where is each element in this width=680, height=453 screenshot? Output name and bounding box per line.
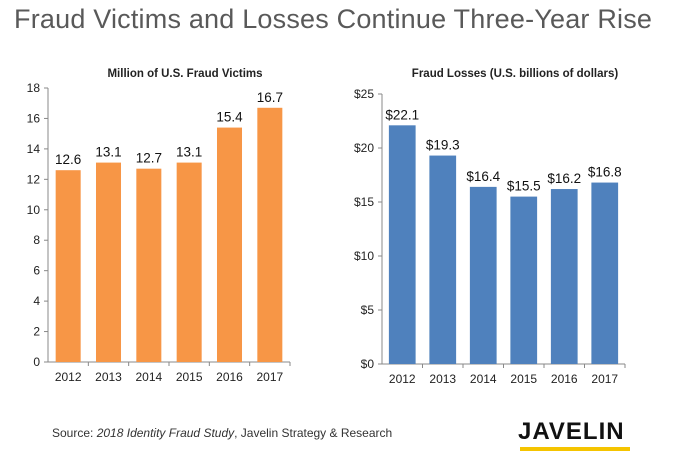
logo-underline: [520, 447, 630, 451]
y-tick-label: 0: [33, 355, 40, 369]
bar-2015: [176, 162, 202, 362]
data-label: 13.1: [95, 145, 121, 160]
y-tick-label: 14: [27, 142, 41, 156]
bar-2014: [469, 186, 497, 364]
x-tick-label: 2014: [470, 372, 497, 386]
y-tick-label: 16: [27, 111, 41, 125]
bar-2017: [257, 107, 283, 363]
bar-2016: [550, 189, 578, 364]
data-label: 15.4: [216, 110, 243, 125]
x-tick-label: 2017: [591, 372, 618, 386]
bar-2017: [591, 182, 619, 364]
y-tick-label: 4: [33, 294, 40, 308]
data-label: 12.7: [136, 151, 162, 166]
x-tick-label: 2012: [389, 372, 416, 386]
x-tick-label: 2017: [256, 370, 283, 384]
source-prefix: Source:: [52, 426, 97, 440]
data-label: $16.4: [466, 169, 500, 184]
data-label: $16.2: [547, 171, 581, 186]
source-suffix: , Javelin Strategy & Research: [234, 426, 393, 440]
y-tick-label: $10: [354, 249, 374, 263]
y-tick-label: $25: [354, 87, 374, 101]
x-tick-label: 2015: [176, 370, 203, 384]
source-note: Source: 2018 Identity Fraud Study, Javel…: [52, 426, 392, 440]
y-tick-label: 6: [33, 264, 40, 278]
data-label: $15.5: [507, 179, 541, 194]
y-tick-label: 10: [27, 203, 41, 217]
y-tick-label: $20: [354, 141, 374, 155]
chart-fraud-victims: Million of U.S. Fraud Victims 0 2 4 6 8 10 12 14…: [27, 68, 291, 384]
x-tick-label: 2016: [216, 370, 243, 384]
x-tick-label: 2012: [55, 370, 82, 384]
bar-2012: [55, 170, 81, 362]
bar-2016: [216, 127, 243, 362]
source-study-title: 2018 Identity Fraud Study: [96, 426, 235, 440]
data-label: 12.6: [55, 152, 81, 167]
y-tick-label: 8: [33, 233, 40, 247]
bar-2012: [388, 125, 416, 364]
chart-fraud-losses: Fraud Losses (U.S. billions of dollars) $…: [354, 68, 626, 386]
y-tick-label: 12: [27, 172, 41, 186]
bar-2013: [95, 162, 122, 362]
data-label: $19.3: [426, 138, 460, 153]
data-label: 16.7: [257, 90, 283, 105]
x-tick-label: 2016: [551, 372, 578, 386]
y-tick-label: $5: [361, 303, 375, 317]
y-tick-label: 2: [33, 325, 40, 339]
data-label: $22.1: [385, 107, 419, 122]
chart-title: Fraud Losses (U.S. billions of dollars): [412, 68, 619, 80]
data-label: 13.1: [176, 145, 202, 160]
chart-title: Million of U.S. Fraud Victims: [107, 68, 262, 80]
javelin-logo: JAVELIN: [518, 418, 625, 445]
y-tick-label: 18: [27, 81, 41, 95]
page-title: Fraud Victims and Losses Continue Three-…: [14, 4, 653, 34]
x-tick-label: 2014: [135, 370, 162, 384]
y-tick-label: $15: [354, 195, 374, 209]
data-label: $16.8: [588, 165, 622, 180]
y-tick-label: $0: [361, 357, 375, 371]
x-tick-label: 2013: [95, 370, 122, 384]
bar-2014: [136, 168, 162, 362]
x-tick-label: 2013: [429, 372, 456, 386]
x-tick-label: 2015: [510, 372, 537, 386]
bar-2015: [510, 196, 538, 364]
bar-2013: [429, 155, 457, 364]
